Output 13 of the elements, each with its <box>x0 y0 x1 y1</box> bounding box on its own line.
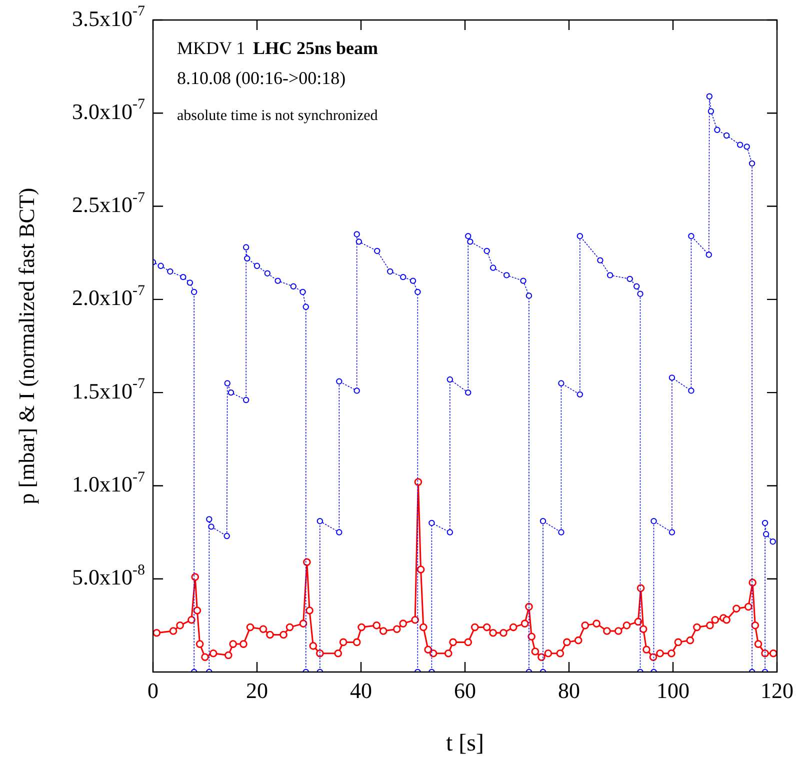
x-tick-label: 20 <box>246 678 268 703</box>
annotation: LHC 25ns beam <box>253 38 378 58</box>
annotation: MKDV 1 <box>177 38 246 58</box>
x-axis-title: t [s] <box>446 730 484 756</box>
x-tick-label: 80 <box>558 678 580 703</box>
x-tick-label: 40 <box>350 678 372 703</box>
x-tick-label: 100 <box>656 678 690 703</box>
x-tick-label: 0 <box>148 678 158 703</box>
y-axis-title: p [mbar] & I (normalized fast BCT) <box>14 188 39 504</box>
x-tick-label: 120 <box>760 678 794 703</box>
x-tick-label: 60 <box>454 678 476 703</box>
annotation: absolute time is not synchronized <box>177 108 378 124</box>
annotation: 8.10.08 (00:16->00:18) <box>177 68 346 88</box>
